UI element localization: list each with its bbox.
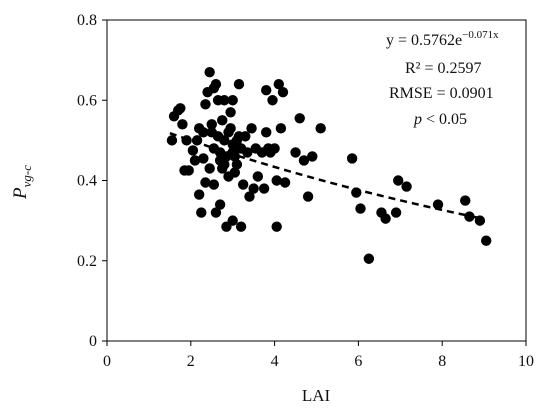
y-axis-title: Pvg-c <box>10 165 34 200</box>
data-point <box>315 123 326 134</box>
data-point <box>204 163 215 174</box>
x-tick-label: 2 <box>187 353 195 370</box>
data-points <box>166 66 492 264</box>
x-tick-label: 4 <box>271 353 279 370</box>
data-point <box>269 143 280 154</box>
data-point <box>200 99 211 110</box>
data-point <box>196 207 207 218</box>
p-symbol: p <box>413 111 422 128</box>
data-point <box>235 221 247 232</box>
x-tick-labels: 0 2 4 6 8 10 <box>103 353 534 370</box>
data-point <box>225 107 236 118</box>
data-point <box>227 215 238 226</box>
data-point <box>229 167 240 178</box>
data-point <box>193 189 205 200</box>
data-point <box>225 123 236 134</box>
data-point <box>187 145 199 156</box>
rmse-label: RMSE = 0.0901 <box>389 85 494 102</box>
data-point <box>227 95 238 106</box>
y-tick-label: 0 <box>89 333 97 350</box>
equation-prefix: y = 0.5762e <box>386 32 462 49</box>
data-point <box>219 159 230 170</box>
y-tick-label: 0.4 <box>77 173 97 190</box>
data-point <box>219 95 230 106</box>
p-value-label: p < 0.05 <box>413 111 467 128</box>
data-point <box>261 85 272 96</box>
data-point <box>217 115 228 126</box>
data-point <box>214 199 226 210</box>
data-point <box>237 179 249 190</box>
y-tick-label: 0.8 <box>77 12 97 29</box>
data-point <box>242 147 253 158</box>
data-point <box>390 207 402 218</box>
x-axis-title: LAI <box>302 386 331 405</box>
data-point <box>204 66 215 78</box>
data-point <box>302 191 314 202</box>
fit-annotations: y = 0.5762e−0.071x R² = 0.2597 RMSE = 0.… <box>386 29 499 128</box>
x-tick-marks <box>106 341 527 346</box>
p-threshold: < 0.05 <box>422 111 467 128</box>
data-point <box>271 175 282 186</box>
data-point <box>231 159 243 170</box>
data-point <box>271 221 282 232</box>
data-point <box>380 213 391 224</box>
y-axis-title-main: P <box>10 187 31 200</box>
data-point <box>290 147 301 158</box>
data-point <box>248 183 259 194</box>
y-tick-label: 0.2 <box>77 253 97 270</box>
data-point <box>273 79 284 90</box>
data-point <box>191 135 203 146</box>
y-tick-labels: 0 0.2 0.4 0.6 0.8 <box>77 12 97 350</box>
data-point <box>279 177 291 188</box>
data-point <box>246 123 257 134</box>
data-point <box>307 151 318 162</box>
data-point <box>294 113 305 124</box>
data-point <box>233 79 245 90</box>
data-point <box>240 131 251 142</box>
equation-exponent: −0.071x <box>462 29 499 41</box>
data-point <box>393 175 404 186</box>
data-point <box>275 123 287 134</box>
r-squared-label: R² = 0.2597 <box>405 60 482 77</box>
data-point <box>183 165 194 176</box>
data-point <box>261 127 272 138</box>
data-point <box>267 95 278 106</box>
x-tick-label: 6 <box>354 353 362 370</box>
data-point <box>177 119 188 130</box>
data-point <box>200 177 211 188</box>
data-point <box>277 87 289 98</box>
x-tick-label: 10 <box>518 353 534 370</box>
data-point <box>198 153 209 164</box>
data-point <box>464 211 475 222</box>
y-axis-title-subscript: vg-c <box>19 165 34 188</box>
data-point <box>480 235 492 246</box>
data-point <box>460 195 471 206</box>
data-point <box>198 127 209 138</box>
x-tick-label: 0 <box>103 353 111 370</box>
data-point <box>244 191 255 202</box>
y-tick-label: 0.6 <box>77 92 97 109</box>
equation-label: y = 0.5762e−0.071x <box>386 29 499 49</box>
data-point <box>189 155 201 166</box>
data-point <box>252 171 264 182</box>
y-tick-marks <box>102 19 107 342</box>
data-point <box>210 79 222 90</box>
data-point <box>166 135 178 146</box>
data-point <box>363 253 375 264</box>
data-point <box>432 199 444 210</box>
data-point <box>355 203 366 214</box>
data-point <box>210 207 222 218</box>
data-point <box>208 179 220 190</box>
data-point <box>258 183 270 194</box>
data-point <box>401 181 412 192</box>
x-tick-label: 8 <box>438 353 446 370</box>
data-point <box>219 135 230 146</box>
data-point <box>298 155 310 166</box>
data-point <box>175 103 186 114</box>
data-point <box>346 153 358 164</box>
data-point <box>206 119 217 130</box>
